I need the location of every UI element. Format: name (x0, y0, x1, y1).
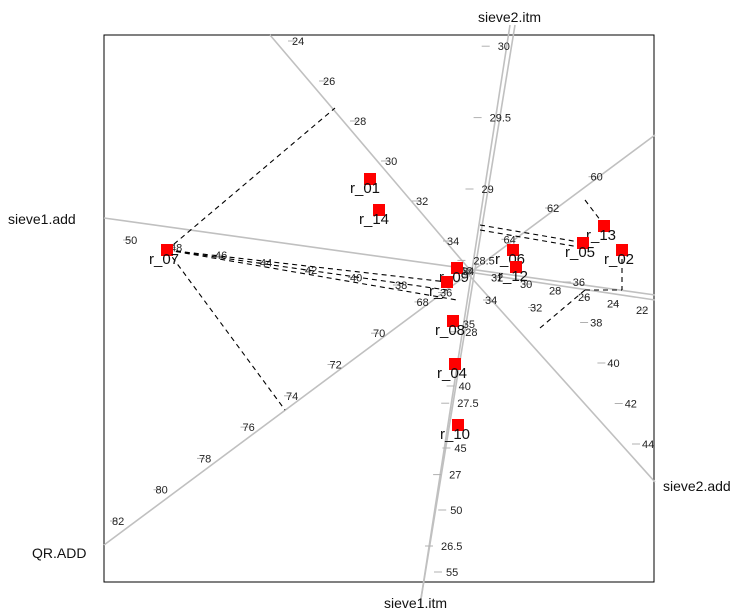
point-label: r_07 (149, 251, 179, 268)
tick-label: 55 (446, 567, 458, 579)
point-label: r_01 (350, 180, 380, 197)
tick-label: 27.5 (457, 398, 478, 410)
tick-label: 42 (625, 399, 637, 411)
hull-layer (166, 107, 623, 411)
hull-line (166, 249, 286, 411)
tick-label: 78 (199, 453, 211, 465)
point-label: r_12 (498, 268, 528, 285)
tick-label: 30 (385, 156, 397, 168)
tick-label: 32 (416, 196, 428, 208)
tick-label: 35 (463, 319, 475, 331)
point-marker-r_07 (161, 244, 173, 256)
point-marker-r_02 (616, 244, 628, 256)
point-marker-r_08 (447, 315, 459, 327)
tick-label: 72 (330, 360, 342, 372)
axis-line-4 (103, 134, 656, 546)
axis-line-0 (419, 24, 516, 606)
tick-label: 28 (549, 286, 561, 298)
tick-label: 36 (573, 277, 585, 289)
point-label: r_02 (604, 251, 634, 268)
tick-label: 64 (504, 234, 516, 246)
tick-label: 34 (462, 266, 474, 278)
hull-line (166, 249, 448, 283)
axis-name-label: sieve2.add (663, 478, 731, 494)
tick-label: 26.5 (441, 541, 462, 553)
tick-label: 27 (449, 470, 461, 482)
axis-line-2 (459, 264, 656, 483)
axis-name-label: sieve1.add (8, 211, 76, 227)
tick-label: 60 (591, 172, 603, 184)
tick-label: 40 (607, 358, 619, 370)
axis-line-6 (269, 34, 471, 271)
tick-label: 50 (125, 235, 137, 247)
tick-label: 76 (243, 422, 255, 434)
points-layer: r_01r_14r_07r_09r_r_06r_12r_08r_04r_10r_… (149, 173, 634, 443)
point-marker-r_05 (577, 237, 589, 249)
tick-label: 40 (459, 381, 471, 393)
tick-label: 28 (465, 327, 477, 339)
point-marker-r_06 (507, 244, 519, 256)
tick-label: 62 (547, 203, 559, 215)
tick-label: 29 (482, 184, 494, 196)
hull-line (166, 107, 336, 251)
point-label: r_10 (440, 426, 470, 443)
hull-line (166, 249, 458, 301)
tick-label: 66 (460, 266, 472, 278)
tick-label: 32 (491, 273, 503, 285)
tick-label: 32 (530, 303, 542, 315)
point-marker-r_13 (598, 220, 610, 232)
point-marker-r_10 (452, 419, 464, 431)
tick-label: 28.5 (473, 255, 494, 267)
tick-label: 34 (485, 295, 497, 307)
tick-label: 24 (607, 299, 619, 311)
point-label: r_14 (359, 211, 389, 228)
point-label: r_08 (435, 322, 465, 339)
point-marker-r_04 (449, 358, 461, 370)
point-marker-r_01 (364, 173, 376, 185)
plot-frame (103, 34, 655, 583)
axis-names-layer: sieve2.itm sieve1.itm sieve2.add sieve1.add… (8, 9, 731, 611)
tick-label: 34 (447, 236, 459, 248)
tick-label: 70 (373, 328, 385, 340)
tick-label: 68 (417, 297, 429, 309)
tick-label: 38 (590, 318, 602, 330)
point-label: r_ (429, 283, 443, 300)
tick-label: 38 (395, 280, 407, 292)
tick-label: 36 (440, 288, 452, 300)
tick-label: 44 (260, 258, 272, 270)
tick-label: 74 (286, 391, 298, 403)
point-label: r_13 (586, 227, 616, 244)
tick-label: 29.5 (490, 113, 511, 125)
axis-name-label: QR.ADD (32, 545, 86, 561)
tick-label: 30 (520, 279, 532, 291)
hull-line (479, 224, 586, 244)
point-marker-r_ (441, 276, 453, 288)
hull-line (166, 249, 448, 291)
tick-label: 26 (323, 76, 335, 88)
axis-line-right (454, 269, 656, 301)
axis-name-label: sieve1.itm (384, 595, 447, 611)
point-marker-r_09 (451, 262, 463, 274)
tick-label: 24 (292, 36, 304, 48)
tick-label: 28 (354, 116, 366, 128)
point-marker-r_14 (373, 204, 385, 216)
axes-layer: 26.52727.52828.52929.53030.5555045403544… (103, 24, 656, 606)
tick-label: 26 (578, 292, 590, 304)
axis-name-label: sieve2.itm (478, 9, 541, 25)
point-marker-r_12 (510, 261, 522, 273)
point-label: r_05 (565, 244, 595, 261)
tick-label: 44 (642, 439, 654, 451)
hull-line (539, 289, 586, 329)
tick-label: 50 (450, 505, 462, 517)
axis-line-parallel (419, 24, 511, 606)
tick-label: 45 (454, 443, 466, 455)
tick-label: 30 (498, 41, 510, 53)
tick-label: 22 (636, 305, 648, 317)
point-label: r_04 (437, 365, 467, 382)
tick-label: 80 (156, 485, 168, 497)
tick-label: 82 (112, 516, 124, 528)
tick-label: 40 (350, 273, 362, 285)
